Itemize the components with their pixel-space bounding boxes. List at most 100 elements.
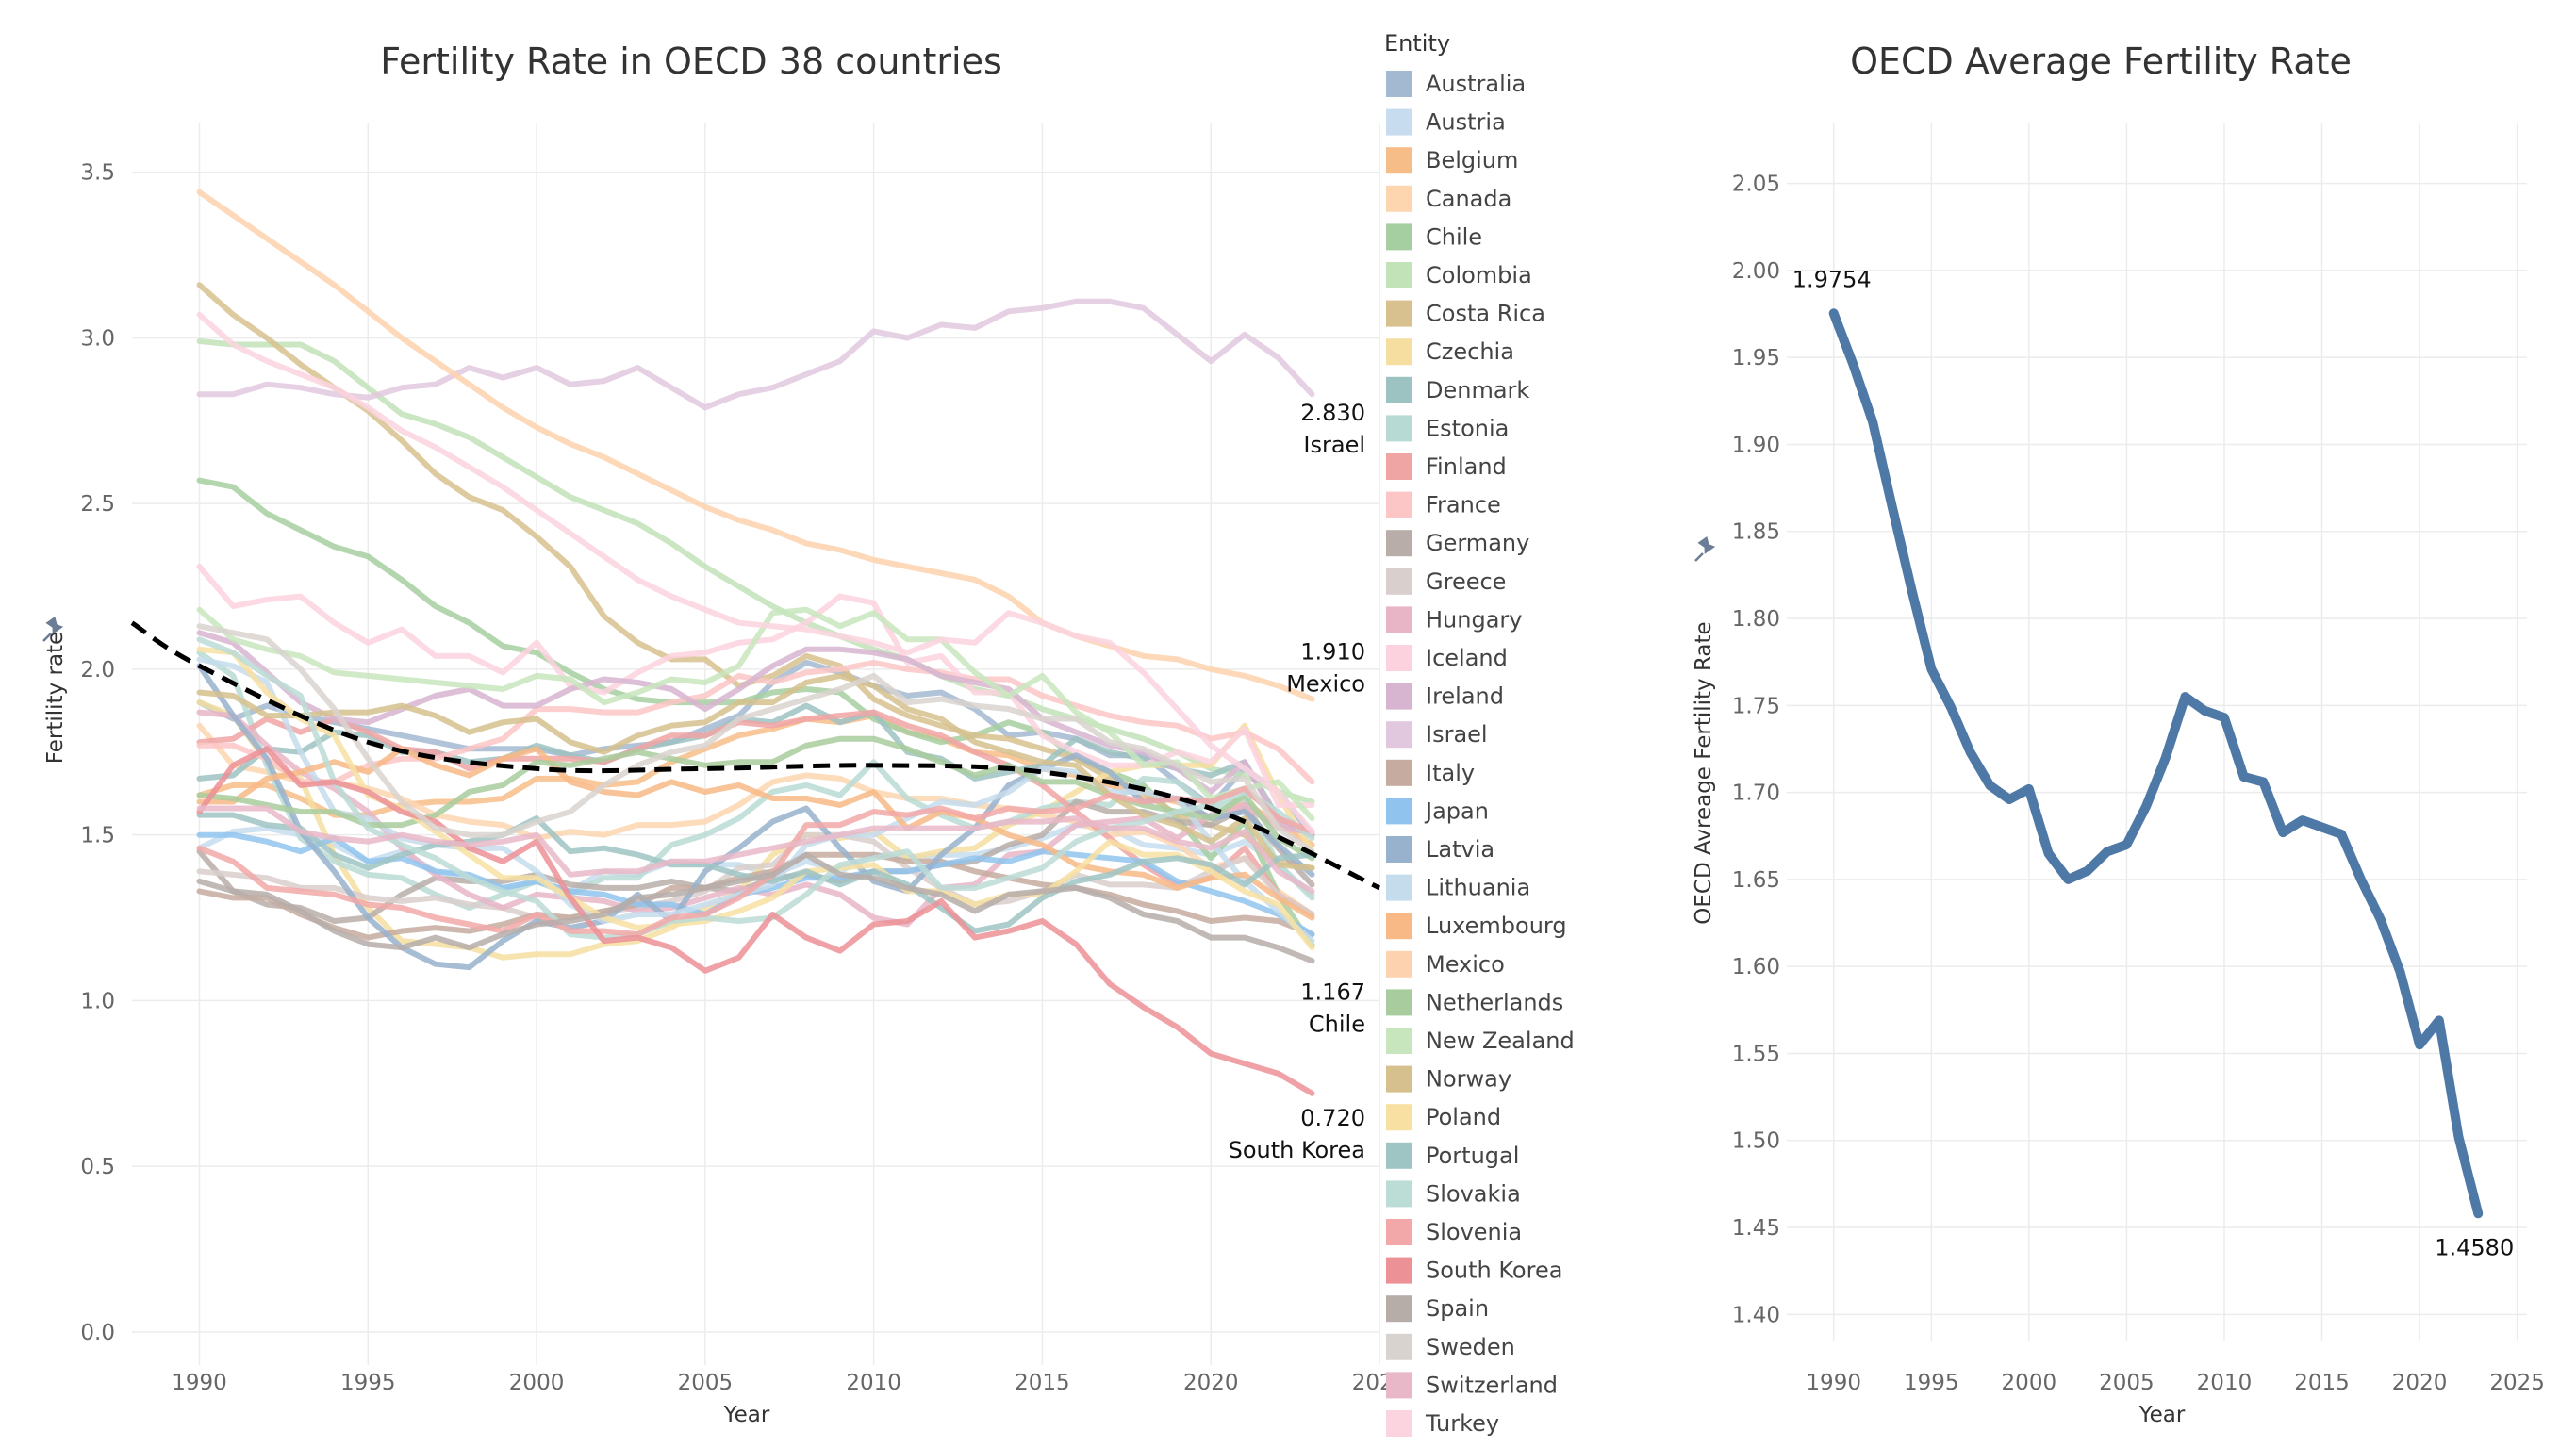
legend-item-slovenia[interactable]: Slovenia [1386, 1219, 1522, 1245]
series-line-norway [196, 672, 1315, 871]
legend-label: Poland [1426, 1104, 1501, 1130]
chart1-gridlines [132, 123, 1380, 1365]
legend-item-austria[interactable]: Austria [1386, 108, 1506, 136]
legend-swatch [1386, 1295, 1412, 1323]
pin-icon[interactable] [1694, 535, 1716, 562]
legend-swatch [1386, 645, 1412, 671]
chart2-x-tick-label: 2015 [2294, 1371, 2350, 1395]
chart1-y-tick-label: 3.0 [80, 326, 115, 351]
legend-item-france[interactable]: France [1386, 491, 1501, 518]
legend-item-japan[interactable]: Japan [1386, 798, 1489, 825]
oecd-average-line [1828, 308, 2484, 1219]
legend-swatch [1386, 530, 1412, 557]
chart2-x-tick-label: 2010 [2197, 1371, 2253, 1395]
legend-swatch [1386, 1410, 1412, 1437]
legend-item-new-zealand[interactable]: New Zealand [1386, 1028, 1575, 1054]
legend-item-hungary[interactable]: Hungary [1386, 606, 1522, 634]
chart1-x-tick-label: 2005 [678, 1371, 734, 1395]
legend-label: Colombia [1426, 262, 1532, 288]
legend-label: Hungary [1426, 606, 1522, 633]
legend-item-israel[interactable]: Israel [1386, 721, 1488, 749]
legend-item-spain[interactable]: Spain [1386, 1295, 1489, 1323]
chart2-x-ticks: 1990 1995 2000 2005 2010 2015 2020 2025 [1806, 1371, 2544, 1395]
legend-item-colombia[interactable]: Colombia [1386, 262, 1532, 288]
legend-swatch [1386, 300, 1412, 327]
chart1-x-tick-label: 2010 [846, 1371, 901, 1395]
legend-swatch [1386, 1180, 1412, 1208]
legend-item-latvia[interactable]: Latvia [1386, 836, 1494, 863]
chart2-y-tick-label: 1.70 [1732, 782, 1780, 806]
legend-swatch [1386, 1219, 1412, 1245]
legend-item-italy[interactable]: Italy [1386, 759, 1475, 786]
chart2-x-tick-label: 1990 [1806, 1371, 1861, 1395]
legend-item-estonia[interactable]: Estonia [1386, 415, 1509, 442]
legend-item-sweden[interactable]: Sweden [1386, 1333, 1515, 1360]
legend-label: Canada [1426, 186, 1511, 212]
chart2-y-tick-label: 1.75 [1732, 694, 1780, 718]
legend-swatch [1386, 453, 1412, 480]
legend-swatch [1386, 1257, 1412, 1284]
legend-item-norway[interactable]: Norway [1386, 1065, 1511, 1093]
legend-item-czechia[interactable]: Czechia [1386, 338, 1514, 366]
legend-label: Mexico [1426, 951, 1505, 978]
legend-item-greece[interactable]: Greece [1386, 568, 1506, 595]
chart2-x-axis-label: Year [2138, 1403, 2186, 1427]
legend-swatch [1386, 1372, 1412, 1399]
legend-label: Denmark [1426, 377, 1529, 403]
series-line-chile [196, 477, 1315, 948]
legend-label: Iceland [1426, 645, 1508, 671]
legend-item-lithuania[interactable]: Lithuania [1386, 874, 1530, 901]
legend-swatch [1386, 223, 1412, 251]
legend-item-mexico[interactable]: Mexico [1386, 950, 1505, 978]
legend-label: Belgium [1426, 147, 1518, 173]
series-line-denmark [196, 702, 1315, 838]
legend-swatch [1386, 683, 1412, 710]
annotation-value-chile: 1.167 [1300, 979, 1365, 1006]
legend-item-finland[interactable]: Finland [1386, 453, 1507, 480]
legend-item-poland[interactable]: Poland [1386, 1104, 1501, 1131]
legend-item-luxembourg[interactable]: Luxembourg [1386, 913, 1567, 940]
annotation-label-mexico: Mexico [1286, 671, 1365, 698]
legend-label: Italy [1426, 760, 1475, 786]
pin-icon[interactable] [42, 616, 64, 642]
series-line-latvia [196, 663, 1315, 971]
chart1-y-tick-label: 3.5 [80, 161, 115, 186]
legend-item-turkey[interactable]: Turkey [1386, 1410, 1499, 1437]
legend-label: Australia [1426, 71, 1526, 97]
legend-item-slovakia[interactable]: Slovakia [1386, 1180, 1521, 1208]
legend-swatch [1386, 376, 1412, 403]
legend-swatch [1386, 989, 1412, 1016]
legend-swatch [1386, 491, 1412, 518]
legend-label: South Korea [1426, 1258, 1562, 1284]
chart2-y-tick-label: 1.50 [1732, 1129, 1780, 1154]
trend-line [130, 620, 1381, 891]
annotation-value-south-korea: 0.720 [1300, 1105, 1365, 1131]
legend-item-ireland[interactable]: Ireland [1386, 683, 1504, 710]
chart1-trend-line [130, 620, 1381, 891]
legend-item-germany[interactable]: Germany [1386, 530, 1529, 557]
legend-item-costa-rica[interactable]: Costa Rica [1386, 300, 1545, 327]
chart1-x-tick-label: 2020 [1183, 1371, 1239, 1395]
legend-swatch [1386, 913, 1412, 940]
legend-item-belgium[interactable]: Belgium [1386, 147, 1518, 174]
legend-item-netherlands[interactable]: Netherlands [1386, 989, 1563, 1016]
legend-item-south-korea[interactable]: South Korea [1386, 1257, 1562, 1284]
chart2-y-tick-label: 1.40 [1732, 1303, 1780, 1327]
chart1-x-axis-label: Year [723, 1403, 770, 1427]
legend-item-switzerland[interactable]: Switzerland [1386, 1372, 1558, 1399]
annotation-end-value: 1.4580 [2435, 1234, 2514, 1260]
legend-item-australia[interactable]: Australia [1386, 71, 1526, 97]
series-line-finland [196, 709, 1315, 917]
legend-swatch [1386, 147, 1412, 174]
fertility-by-country-chart: Fertility Rate in OECD 38 countries 0.00… [42, 41, 1407, 1427]
legend-item-canada[interactable]: Canada [1386, 185, 1511, 212]
legend-item-denmark[interactable]: Denmark [1386, 376, 1529, 403]
legend-item-iceland[interactable]: Iceland [1386, 645, 1508, 671]
legend-item-chile[interactable]: Chile [1386, 223, 1482, 251]
chart1-title: Fertility Rate in OECD 38 countries [380, 41, 1002, 82]
annotation-label-chile: Chile [1309, 1012, 1365, 1038]
oecd-average-chart: OECD Average Fertility Rate 1.40 1.45 1.50… [1692, 41, 2545, 1427]
chart2-annotations: 1.9754 1.4580 [1792, 266, 2515, 1260]
chart1-x-tick-label: 2015 [1015, 1371, 1070, 1395]
legend-item-portugal[interactable]: Portugal [1386, 1142, 1519, 1169]
